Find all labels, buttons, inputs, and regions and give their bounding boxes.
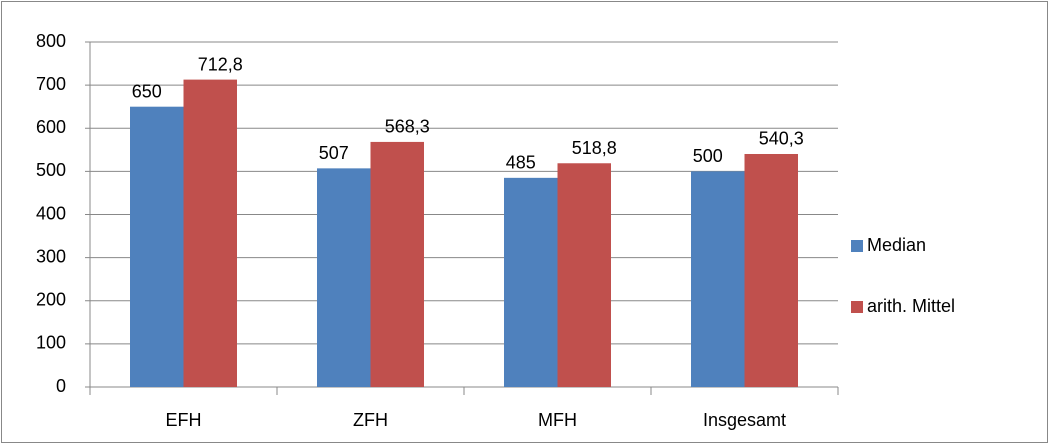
legend-label: arith. Mittel: [867, 296, 955, 316]
x-tick-label: ZFH: [353, 410, 388, 430]
x-tick-label: Insgesamt: [703, 410, 786, 430]
y-tick-label: 800: [36, 31, 66, 51]
bar: [557, 163, 611, 387]
value-label: 507: [319, 143, 349, 163]
x-tick-label: MFH: [538, 410, 577, 430]
y-tick-label: 400: [36, 203, 66, 223]
y-tick-label: 0: [56, 376, 66, 396]
bar: [183, 79, 237, 387]
y-tick-label: 300: [36, 246, 66, 266]
value-label: 485: [506, 153, 536, 173]
legend-swatch: [851, 240, 863, 252]
y-tick-label: 200: [36, 290, 66, 310]
legend-swatch: [851, 301, 863, 313]
value-label: 518,8: [572, 138, 617, 158]
bar: [744, 153, 798, 387]
value-label: 650: [132, 81, 162, 101]
bar: [691, 171, 745, 387]
y-tick-label: 700: [36, 74, 66, 94]
value-label: 712,8: [198, 54, 243, 74]
bar: [370, 141, 424, 387]
value-label: 568,3: [385, 117, 430, 137]
y-tick-label: 100: [36, 333, 66, 353]
y-tick-label: 600: [36, 117, 66, 137]
legend-label: Median: [867, 235, 926, 255]
value-label: 540,3: [759, 129, 804, 149]
bar: [317, 168, 371, 387]
bar: [504, 177, 558, 387]
y-tick-label: 500: [36, 160, 66, 180]
x-tick-label: EFH: [166, 410, 202, 430]
value-label: 500: [693, 146, 723, 166]
bar: [130, 106, 184, 387]
